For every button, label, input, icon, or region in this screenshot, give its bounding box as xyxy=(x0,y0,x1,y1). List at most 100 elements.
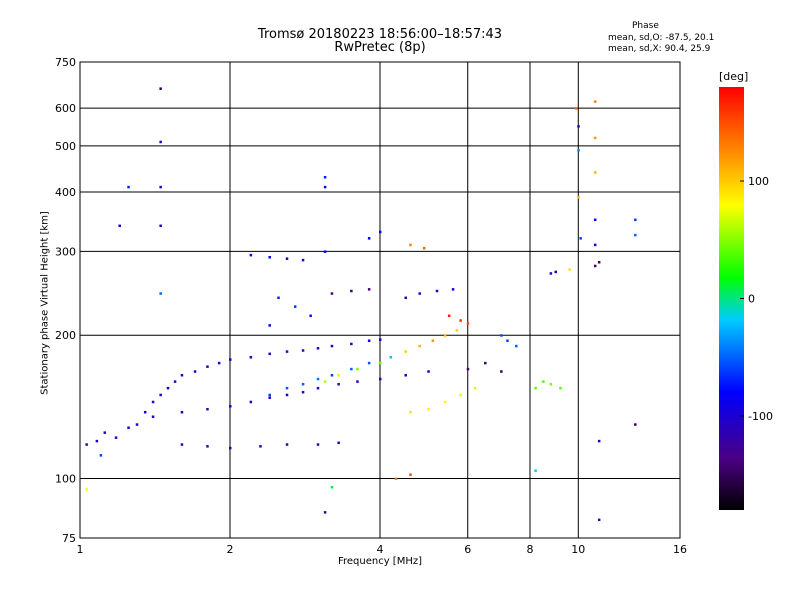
x-tick-label: 4 xyxy=(377,543,384,556)
data-point xyxy=(229,358,232,361)
y-tick-label: 400 xyxy=(55,186,76,199)
data-point xyxy=(301,349,305,352)
data-point xyxy=(634,218,637,222)
data-point xyxy=(159,292,162,295)
data-point xyxy=(268,324,271,327)
data-point xyxy=(309,314,312,318)
data-point xyxy=(534,469,537,472)
data-point xyxy=(634,423,637,426)
data-point xyxy=(103,431,107,434)
data-point xyxy=(159,393,162,397)
y-tick-label: 100 xyxy=(55,473,76,486)
data-point xyxy=(268,396,271,399)
data-point xyxy=(579,237,582,240)
data-point xyxy=(389,356,393,359)
phase-x-stats: mean, sd,X: 90.4, 25.9 xyxy=(608,44,711,54)
data-point xyxy=(323,380,327,383)
data-point xyxy=(180,443,184,446)
y-tick-labels: 75 100 200 300 400 500 600 750 xyxy=(55,56,76,545)
data-point xyxy=(301,382,305,386)
data-point xyxy=(593,264,597,268)
data-point xyxy=(285,350,289,353)
data-point xyxy=(443,400,447,404)
chart-subtitle: RwPretec (8p) xyxy=(334,40,426,55)
data-point xyxy=(217,361,221,365)
data-point xyxy=(316,377,320,381)
data-point xyxy=(549,272,553,275)
data-point xyxy=(409,410,412,414)
colorbar-tick-label: -100 xyxy=(748,410,773,423)
x-tick-label: 10 xyxy=(571,543,585,556)
x-tick-label: 6 xyxy=(464,543,471,556)
data-point xyxy=(285,386,289,390)
data-point xyxy=(593,100,597,103)
data-point xyxy=(597,261,601,264)
data-point xyxy=(418,292,421,295)
data-point xyxy=(379,338,382,341)
data-point xyxy=(404,374,407,377)
data-point xyxy=(422,247,426,250)
data-point xyxy=(379,361,382,365)
data-point xyxy=(427,370,430,373)
data-point xyxy=(316,347,320,350)
data-point xyxy=(206,365,209,368)
data-point xyxy=(447,314,451,318)
data-point xyxy=(534,386,537,390)
data-point xyxy=(277,296,280,300)
data-point xyxy=(166,386,170,390)
data-point xyxy=(356,380,359,383)
data-point xyxy=(549,382,553,386)
data-point xyxy=(500,334,503,337)
data-point xyxy=(404,350,407,353)
data-point xyxy=(350,342,353,346)
data-point xyxy=(459,319,462,322)
data-point xyxy=(99,454,103,457)
data-point xyxy=(554,270,557,274)
colorbar-label: [deg] xyxy=(719,70,749,83)
data-point xyxy=(151,415,155,418)
y-tick-label: 750 xyxy=(55,56,76,69)
data-point xyxy=(330,374,334,377)
data-point xyxy=(285,443,289,446)
data-point xyxy=(404,296,407,300)
y-tick-label: 300 xyxy=(55,245,76,258)
data-point xyxy=(301,258,305,262)
data-point xyxy=(193,370,197,373)
data-point xyxy=(268,352,271,356)
data-point xyxy=(435,289,439,293)
data-point xyxy=(330,292,334,295)
x-tick-label: 1 xyxy=(77,543,84,556)
data-point xyxy=(293,305,297,308)
data-point xyxy=(394,477,398,481)
x-tick-labels: 1 2 4 6 8 10 16 xyxy=(77,543,688,556)
data-point xyxy=(301,390,305,394)
data-point xyxy=(285,393,289,397)
data-point xyxy=(431,339,435,342)
data-point xyxy=(418,344,421,348)
data-point xyxy=(323,175,327,179)
data-point xyxy=(249,400,253,404)
data-point xyxy=(367,361,371,365)
data-point xyxy=(500,370,503,373)
data-point xyxy=(85,443,88,446)
data-point xyxy=(180,410,184,414)
data-point xyxy=(206,445,209,448)
phase-title: Phase xyxy=(632,21,659,31)
data-point xyxy=(409,243,412,247)
data-point xyxy=(593,218,597,222)
data-point xyxy=(542,380,545,383)
colorbar xyxy=(719,87,744,510)
data-point xyxy=(249,253,253,257)
data-point xyxy=(506,339,509,342)
data-point xyxy=(466,367,470,371)
data-point xyxy=(451,288,455,291)
data-point xyxy=(459,393,462,397)
data-point xyxy=(515,344,518,348)
y-tick-label: 75 xyxy=(62,532,76,545)
data-point xyxy=(356,367,359,371)
data-point xyxy=(323,250,327,253)
data-point xyxy=(337,382,340,386)
y-tick-label: 500 xyxy=(55,140,76,153)
data-point xyxy=(559,386,562,390)
